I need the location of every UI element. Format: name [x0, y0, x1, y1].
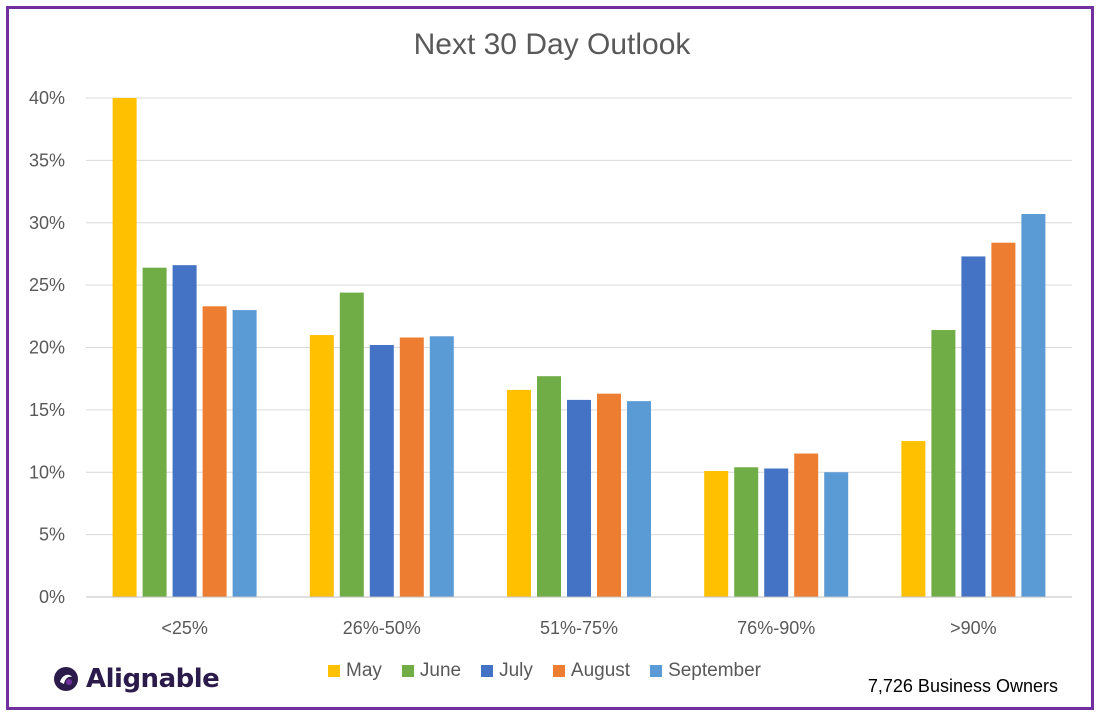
legend-label-august: August	[570, 660, 631, 681]
bar-august-4	[991, 242, 1016, 597]
bar-july-1	[369, 345, 394, 597]
bar-september-4	[1021, 214, 1046, 597]
chart-title: Next 30 Day Outlook	[413, 28, 691, 61]
y-tick-label: 20%	[29, 338, 65, 358]
sample-size-note: 7,726 Business Owners	[867, 676, 1058, 696]
x-tick-label: 76%-90%	[737, 618, 815, 638]
legend-item-july: July	[481, 660, 533, 682]
chart-legend: May June July August September	[328, 660, 761, 682]
x-tick-label: >90%	[950, 618, 997, 638]
legend-swatch-may	[328, 665, 340, 677]
legend-item-august: August	[552, 660, 631, 682]
legend-item-may: May	[328, 660, 382, 682]
bar-june-2	[537, 376, 561, 597]
y-tick-label: 15%	[29, 400, 65, 420]
y-tick-label: 30%	[29, 213, 65, 233]
bar-september-1	[429, 336, 454, 597]
bar-june-1	[339, 292, 364, 597]
alignable-logo: Alignable	[52, 664, 220, 694]
y-tick-label: 40%	[29, 88, 65, 108]
legend-swatch-june	[401, 665, 414, 677]
legend-label-september: September	[668, 660, 762, 681]
legend-label-july: July	[499, 660, 533, 681]
bar-june-3	[734, 467, 759, 597]
bar-may-3	[704, 471, 729, 597]
x-tick-label: 51%-75%	[540, 618, 618, 638]
bar-september-3	[824, 472, 849, 597]
bar-august-2	[597, 393, 621, 597]
bar-september-2	[627, 401, 651, 597]
legend-item-september: September	[650, 660, 761, 682]
bar-august-3	[794, 453, 819, 597]
legend-label-may: May	[346, 660, 382, 681]
bar-august-0	[202, 306, 227, 597]
alignable-logo-text: Alignable	[86, 664, 220, 694]
legend-item-june: June	[401, 660, 462, 682]
bar-july-2	[567, 399, 591, 597]
bar-june-4	[931, 330, 956, 597]
y-tick-label: 0%	[39, 587, 65, 607]
x-tick-label: <25%	[161, 618, 208, 638]
y-tick-label: 35%	[29, 150, 65, 170]
bar-july-3	[764, 468, 789, 597]
bar-may-2	[507, 389, 531, 597]
y-tick-label: 10%	[29, 462, 65, 482]
bar-may-4	[901, 441, 926, 597]
legend-label-june: June	[419, 660, 462, 681]
legend-swatch-july	[481, 665, 494, 677]
bar-july-0	[172, 265, 197, 597]
bar-july-4	[961, 256, 986, 597]
y-tick-label: 5%	[39, 525, 65, 545]
y-tick-label: 25%	[29, 275, 65, 295]
legend-swatch-september	[650, 665, 663, 677]
legend-swatch-august	[552, 665, 565, 677]
bar-may-0	[112, 98, 137, 597]
alignable-logo-icon	[54, 667, 78, 691]
bar-september-0	[232, 310, 257, 597]
x-tick-label: 26%-50%	[343, 618, 421, 638]
bar-august-1	[399, 337, 424, 597]
bar-june-0	[142, 267, 167, 597]
bar-may-1	[309, 335, 334, 597]
